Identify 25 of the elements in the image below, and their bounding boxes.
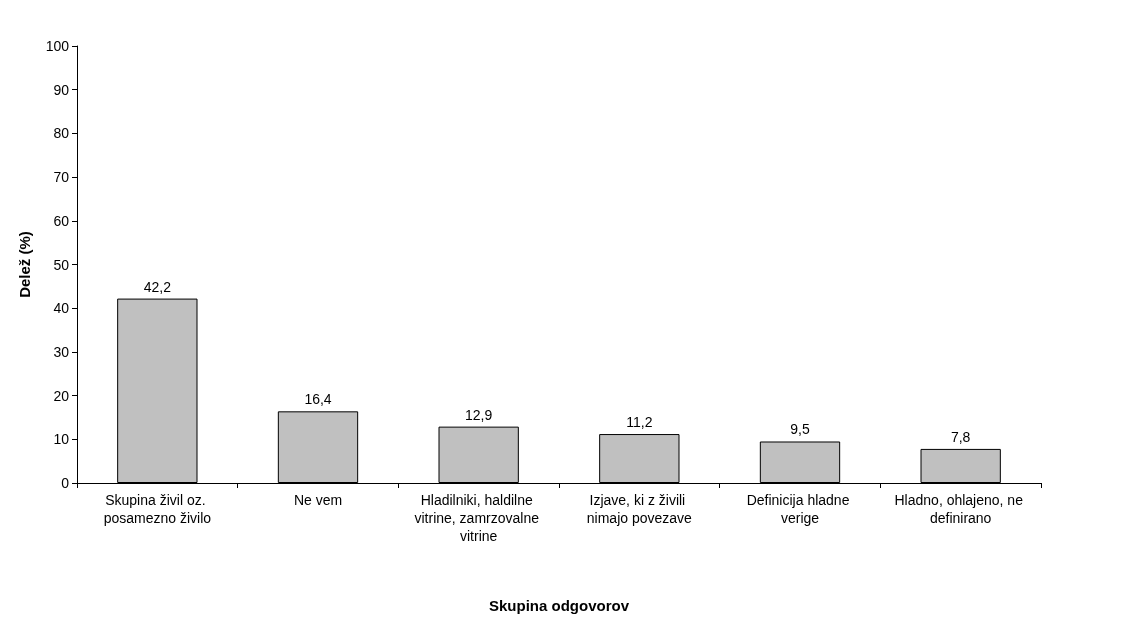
- y-tick-label: 10: [53, 431, 70, 448]
- data-label: 11,2: [626, 414, 653, 431]
- x-tick-label: Izjave, ki z živili nimajo povezave: [586, 492, 693, 526]
- y-tick-label: 30: [53, 343, 70, 360]
- y-tick-label: 70: [53, 169, 70, 186]
- y-tick-label: 20: [53, 387, 70, 404]
- y-tick-label: 90: [53, 81, 70, 98]
- data-label: 7,8: [950, 428, 971, 445]
- y-tick-label: 40: [53, 300, 70, 317]
- y-tick-label: 0: [61, 475, 70, 491]
- x-axis-title: Skupina odgovorov: [488, 597, 630, 614]
- y-tick-label: 50: [53, 256, 70, 273]
- x-tick-label: Definicija hladne verige: [746, 492, 854, 526]
- x-tick-label: Skupina živil oz. posamezno živilo: [103, 492, 212, 526]
- y-tick-label: 60: [53, 212, 70, 229]
- data-label: 9,5: [790, 421, 810, 438]
- x-tick-label: Hladilniki, haldilne vitrine, zamrzovalne vitrine: [414, 492, 543, 544]
- data-label: 42,2: [143, 278, 172, 295]
- y-axis-title: Delež (%): [16, 231, 33, 298]
- x-tick-label: Ne vem: [293, 492, 343, 508]
- data-label: 16,4: [304, 391, 332, 408]
- y-tick-label: 80: [53, 125, 70, 142]
- y-tick-label: 100: [45, 38, 70, 54]
- x-tick-label: Hladno, ohlajeno, ne definirano: [894, 492, 1027, 526]
- data-label: 12,9: [465, 406, 493, 423]
